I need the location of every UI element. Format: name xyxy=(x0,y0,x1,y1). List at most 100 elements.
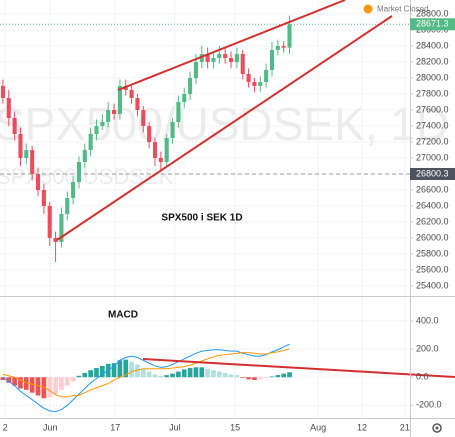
histogram-bar xyxy=(246,377,251,380)
histogram-bar xyxy=(100,365,105,378)
histogram-bar xyxy=(94,368,99,378)
histogram-bar xyxy=(29,377,35,393)
trend-line xyxy=(56,15,393,241)
watermark-title: SPX500/USDSEK, 1D xyxy=(0,98,449,150)
settings-icon[interactable] xyxy=(432,423,442,433)
candle-body xyxy=(193,62,198,78)
candle-body xyxy=(30,150,35,174)
y-tick-label: 26200.0 xyxy=(416,216,449,226)
candle-body xyxy=(82,150,87,162)
candle-body xyxy=(59,214,64,242)
trend-line xyxy=(117,0,346,91)
candle-body xyxy=(94,126,99,134)
histogram-bar xyxy=(234,375,240,378)
candle-body xyxy=(6,98,11,118)
last-price-label: 28671.3 xyxy=(416,19,449,29)
y-tick-label: 26600.0 xyxy=(416,184,449,194)
histogram-bar xyxy=(41,377,47,399)
candle-body xyxy=(223,54,228,58)
histogram-bar xyxy=(164,375,170,378)
histogram-bar xyxy=(193,367,199,378)
y-tick-label: 25600.0 xyxy=(416,264,449,274)
histogram-bar xyxy=(176,371,181,378)
histogram-bar xyxy=(111,363,117,378)
y-tick-label: 27200.0 xyxy=(416,136,449,146)
histogram-bar xyxy=(53,377,58,395)
histogram-bar xyxy=(0,377,6,381)
y-tick-label: 28000.0 xyxy=(416,72,449,82)
histogram-bar xyxy=(88,370,93,378)
status-icon[interactable] xyxy=(363,4,373,14)
histogram-bar xyxy=(187,368,193,378)
histogram-bar xyxy=(240,377,246,378)
candle-body xyxy=(88,134,93,150)
histogram-bar xyxy=(140,368,146,378)
histogram-bar xyxy=(158,375,164,378)
histogram-bar xyxy=(35,377,41,396)
candle-body xyxy=(258,82,263,86)
candle-body xyxy=(41,190,46,206)
candle-body xyxy=(53,238,58,242)
candle-body xyxy=(176,102,181,122)
candle-body xyxy=(65,198,70,214)
y-tick-label: 25800.0 xyxy=(416,248,449,258)
y-tick-label: 0.0 xyxy=(416,372,429,382)
candle-body xyxy=(76,162,82,182)
candle-body xyxy=(35,174,41,190)
histogram-bar xyxy=(263,377,269,378)
histogram-bar xyxy=(281,373,287,378)
histogram-bar xyxy=(123,359,129,378)
y-tick-label: 25400.0 xyxy=(416,280,449,290)
macd-title: MACD xyxy=(108,310,138,321)
candle-body xyxy=(24,150,29,158)
y-tick-label: 27600.0 xyxy=(416,104,449,114)
candle-body xyxy=(129,90,134,98)
candle-body xyxy=(135,98,140,110)
histogram-bar xyxy=(275,375,281,378)
crosshair-label: 26800.3 xyxy=(416,168,449,178)
candle-body xyxy=(246,74,251,82)
histogram-bar xyxy=(252,377,257,381)
x-tick-label: 15 xyxy=(230,422,240,432)
candle-body xyxy=(141,110,146,126)
x-tick-label: Jun xyxy=(43,422,58,432)
x-tick-label: 12 xyxy=(357,422,367,432)
candle-body xyxy=(269,50,275,70)
candle-body xyxy=(275,46,280,50)
y-tick-label: 27400.0 xyxy=(416,120,449,130)
candle-body xyxy=(158,158,163,162)
histogram-bar xyxy=(47,377,53,398)
indicator-line xyxy=(2,348,290,398)
candle-body xyxy=(281,46,286,48)
candle-body xyxy=(228,58,234,62)
y-tick-label: 27000.0 xyxy=(416,152,449,162)
histogram-bar xyxy=(64,377,70,386)
histogram-bar xyxy=(135,364,140,378)
trend-line xyxy=(142,358,455,378)
histogram-bar xyxy=(287,372,292,378)
candle-body xyxy=(0,86,5,98)
y-tick-label: -200.0 xyxy=(416,400,442,410)
watermark-subtitle: SPX500/USDSEK xyxy=(0,164,174,189)
candle-body xyxy=(12,118,17,134)
candle-body xyxy=(287,24,292,48)
candle-body xyxy=(18,134,23,158)
crosshair-box xyxy=(410,167,455,180)
x-tick-label: 17 xyxy=(110,422,120,432)
histogram-bar xyxy=(6,377,12,383)
candle-body xyxy=(117,86,122,114)
histogram-bar xyxy=(12,377,17,386)
candle-body xyxy=(47,206,52,238)
histogram-bar xyxy=(216,371,222,378)
histogram-bar xyxy=(117,360,123,378)
candle-body xyxy=(71,182,76,198)
candle-body xyxy=(106,110,111,122)
histogram-bar xyxy=(146,371,152,378)
y-tick-label: 27800.0 xyxy=(416,88,449,98)
candle-body xyxy=(205,54,210,62)
candle-body xyxy=(199,54,204,62)
candle-body xyxy=(112,110,117,114)
y-tick-label: 400.0 xyxy=(416,315,439,325)
